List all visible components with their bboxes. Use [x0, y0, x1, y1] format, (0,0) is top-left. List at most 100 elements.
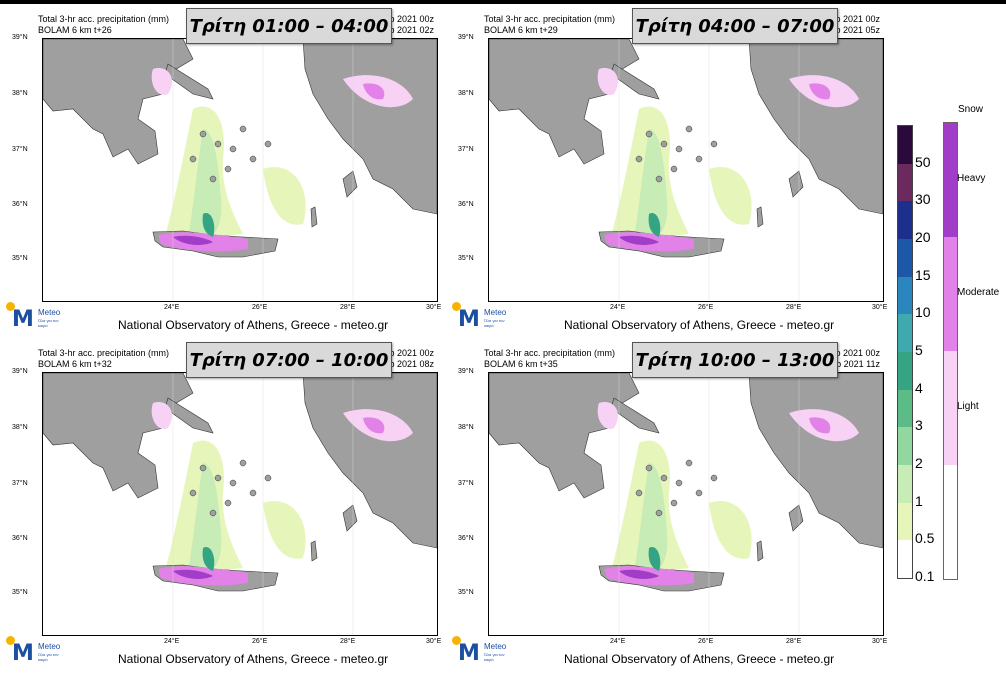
- land-mass: [342, 504, 358, 532]
- lon-label: 30°E: [872, 304, 888, 311]
- island: [229, 479, 237, 487]
- land-mass: [489, 39, 640, 165]
- island: [189, 155, 197, 163]
- heavy-rain-area: [202, 213, 215, 237]
- lon-label: 30°E: [426, 638, 442, 645]
- panel-footer: National Observatory of Athens, Greece -…: [564, 652, 835, 666]
- island: [655, 175, 663, 183]
- logo-name: Meteo: [38, 308, 61, 317]
- time-range-label: Τρίτη 07:00 – 10:00: [186, 342, 392, 378]
- island: [199, 130, 207, 138]
- snow-colorbar: [943, 122, 958, 580]
- colorbar-segment: [898, 314, 912, 353]
- land-mass: [610, 63, 660, 100]
- lat-label: 36°N: [458, 201, 474, 208]
- header-title: Total 3-hr acc. precipitation (mm): [38, 348, 170, 358]
- land-mass: [748, 39, 883, 215]
- lat-label: 37°N: [12, 146, 28, 153]
- lat-label: 37°N: [458, 146, 474, 153]
- header-model: BOLAM 6 km t+26: [38, 25, 112, 35]
- snow-heavy-area: [173, 569, 213, 579]
- island: [214, 140, 222, 148]
- meteo-logo-icon: [6, 636, 15, 645]
- lat-label: 36°N: [12, 535, 28, 542]
- logo-name: Meteo: [484, 308, 507, 317]
- colorbar-label: 50: [915, 153, 931, 170]
- meteo-logo-icon: [6, 302, 15, 311]
- meteo-logo: M Meteo Όλα για τον καιρό: [6, 302, 86, 332]
- lat-label: 38°N: [458, 90, 474, 97]
- snow-light-area: [597, 68, 619, 95]
- snow-label: Light: [957, 401, 979, 412]
- logo-name: Meteo: [484, 642, 507, 651]
- island: [695, 155, 703, 163]
- panel-header-left: Total 3-hr acc. precipitation (mm) BOLAM…: [484, 14, 615, 36]
- island: [249, 155, 257, 163]
- forecast-panel-1: Total 3-hr acc. precipitation (mm) BOLAM…: [0, 4, 441, 339]
- island: [189, 489, 197, 497]
- snow-heavy-area: [619, 569, 659, 579]
- island: [710, 474, 718, 482]
- header-model: BOLAM 6 km t+32: [38, 359, 112, 369]
- land-mass: [756, 206, 764, 228]
- snow-heavy-area: [619, 235, 659, 245]
- colorbar-label: 20: [915, 229, 931, 245]
- lon-label: 24°E: [610, 638, 626, 645]
- snow-segment: [944, 123, 957, 237]
- island: [264, 474, 272, 482]
- island: [670, 165, 678, 173]
- panel-header-left: Total 3-hr acc. precipitation (mm) BOLAM…: [38, 14, 169, 36]
- lat-label: 35°N: [12, 255, 28, 262]
- land-mass: [788, 504, 804, 532]
- island: [685, 125, 693, 133]
- colorbar-label: 0.1: [915, 568, 935, 584]
- lon-label: 24°E: [164, 304, 180, 311]
- lon-label: 24°E: [610, 304, 626, 311]
- land-mass: [756, 540, 764, 562]
- island: [660, 474, 668, 482]
- colorbar-segment: [898, 540, 912, 579]
- logo-tagline: Όλα για τον καιρό: [38, 318, 59, 328]
- island: [710, 140, 718, 148]
- colorbar-segment: [898, 352, 912, 391]
- moderate-rain-area: [188, 129, 222, 239]
- land-mass: [43, 373, 194, 499]
- island: [209, 509, 217, 517]
- snow-heavy-area: [173, 235, 213, 245]
- land-mass: [164, 63, 214, 100]
- map-overlay: [489, 39, 883, 301]
- lat-label: 36°N: [12, 201, 28, 208]
- header-model: BOLAM 6 km t+35: [484, 359, 558, 369]
- heavy-rain-area: [648, 547, 661, 571]
- land-mass: [489, 373, 640, 499]
- time-range-label: Τρίτη 01:00 – 04:00: [186, 8, 392, 44]
- colorbar-segment: [898, 465, 912, 504]
- snow-legend-title: Snow: [958, 104, 984, 115]
- moderate-rain-area: [188, 463, 222, 573]
- island: [660, 140, 668, 148]
- colorbar-label: 2: [915, 455, 923, 471]
- logo-name: Meteo: [38, 642, 61, 651]
- forecast-panel-2: Total 3-hr acc. precipitation (mm) BOLAM…: [446, 4, 888, 339]
- logo-tagline: Όλα για τον καιρό: [484, 652, 505, 662]
- colorbar-segment: [898, 201, 912, 240]
- land-mass: [43, 39, 194, 165]
- lat-label: 38°N: [12, 90, 28, 97]
- meteo-logo-icon: [452, 636, 461, 645]
- island: [209, 175, 217, 183]
- heavy-rain-area: [648, 213, 661, 237]
- lon-label: 26°E: [698, 304, 714, 311]
- light-rain-area: [709, 501, 752, 559]
- snow-moderate-area: [363, 417, 385, 434]
- lat-label: 39°N: [12, 368, 28, 375]
- lon-label: 28°E: [786, 304, 802, 311]
- forecast-panel-4: Total 3-hr acc. precipitation (mm) BOLAM…: [446, 338, 887, 673]
- colorbar-segment: [898, 163, 912, 202]
- lon-label: 26°E: [698, 638, 714, 645]
- snow-moderate-area: [363, 83, 385, 100]
- land-mass: [342, 170, 358, 198]
- land-mass: [610, 397, 660, 434]
- island: [249, 489, 257, 497]
- land-mass: [788, 170, 804, 198]
- colorbar-label: 4: [915, 379, 923, 396]
